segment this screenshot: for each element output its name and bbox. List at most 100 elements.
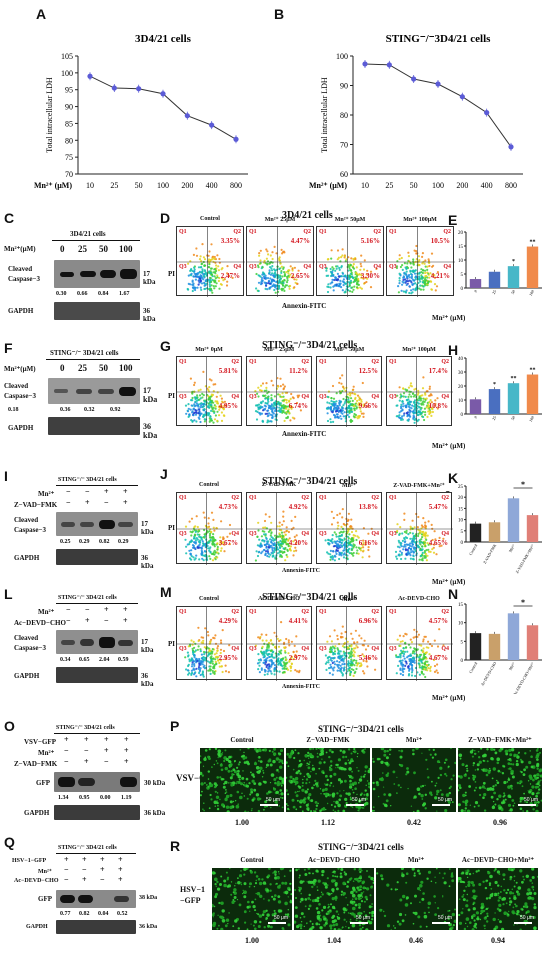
gfp-cell [507, 762, 511, 765]
event-dot [424, 271, 427, 275]
event-dot [362, 539, 365, 542]
event-dot [347, 530, 350, 533]
gfp-cell [225, 789, 227, 791]
event-dot [338, 661, 341, 664]
event-dot [295, 655, 298, 658]
gfp-cell [486, 760, 489, 763]
event-dot [414, 278, 417, 281]
q4-percent: 4.95% [218, 402, 238, 410]
event-dot [346, 640, 349, 643]
event-dot [328, 672, 331, 675]
event-dot [350, 397, 353, 400]
gfp-cell [348, 774, 350, 777]
event-dot [325, 274, 328, 277]
event-dot [213, 653, 216, 656]
event-dot [292, 658, 295, 661]
event-dot [427, 548, 430, 551]
event-dot [218, 661, 221, 665]
event-dot [219, 536, 222, 539]
event-dot [267, 641, 271, 644]
gfp-cell [364, 789, 367, 792]
event-dot [258, 671, 261, 674]
event-dot [349, 269, 352, 272]
gfp-cell [207, 778, 210, 780]
gfp-cell [258, 782, 262, 786]
event-dot [399, 672, 402, 675]
event-dot [426, 542, 429, 545]
event-dot [271, 411, 274, 414]
event-dot [193, 270, 196, 273]
gfp-cell [200, 794, 202, 797]
event-dot [266, 277, 270, 280]
event-dot [276, 658, 279, 661]
event-dot [399, 667, 402, 670]
gfp-cell [338, 798, 341, 802]
event-dot [429, 272, 432, 275]
treatment-sign: − [104, 498, 109, 507]
gfp-cell [484, 787, 486, 790]
mn-dose-label: Mn²⁺ (μM) [432, 314, 466, 322]
event-dot [205, 558, 208, 561]
gfp-cell [465, 773, 467, 775]
event-dot [208, 386, 211, 389]
treatment-sign: + [100, 855, 105, 864]
event-dot [336, 279, 339, 282]
significance-star: ** [530, 368, 536, 374]
panel-label-m: M [160, 584, 172, 600]
gfp-cell [364, 797, 368, 801]
event-dot [212, 257, 215, 260]
event-dot [214, 658, 217, 661]
gfp-cell [262, 780, 265, 783]
gfp-cell [507, 768, 510, 770]
gfp-cell [304, 790, 308, 794]
event-dot [216, 556, 219, 559]
event-dot [192, 640, 195, 643]
event-dot [331, 538, 334, 541]
quadrant-label-q3: Q3 [179, 394, 187, 400]
event-dot [424, 265, 427, 268]
gfp-cell [519, 807, 523, 811]
event-dot [270, 403, 273, 406]
event-dot [257, 529, 260, 532]
quadrant-label-q2: Q2 [231, 609, 239, 615]
gfp-cell [362, 748, 365, 751]
event-dot [269, 639, 272, 642]
event-dot [408, 260, 411, 263]
gfp-cell [306, 764, 308, 767]
event-dot [413, 546, 417, 549]
gfp-cell [308, 753, 313, 757]
event-dot [187, 274, 190, 277]
gfp-cell [268, 749, 271, 752]
western-blot-c: 3D4/21 cells Mn²⁺(μM) 0 25 50 100 Cleave… [0, 226, 160, 336]
event-dot [362, 412, 365, 415]
event-dot [266, 548, 269, 551]
gfp-cell [236, 780, 238, 783]
event-dot [344, 630, 347, 634]
gfp-cell [243, 795, 245, 797]
event-dot [417, 264, 421, 267]
event-dot [436, 397, 439, 400]
treatment-sign: − [66, 498, 71, 507]
event-dot [407, 386, 411, 389]
quadrant-label-q4: Q4 [231, 646, 239, 652]
event-dot [398, 399, 401, 402]
event-dot [333, 402, 336, 406]
event-dot [417, 534, 420, 538]
event-dot [351, 392, 354, 395]
gfp-cell [474, 750, 476, 752]
event-dot [265, 536, 268, 539]
gfp-cell [244, 810, 247, 812]
event-dot [257, 653, 260, 656]
gfp-cell [301, 781, 304, 784]
event-dot [406, 548, 409, 551]
event-dot [260, 412, 264, 415]
event-dot [339, 635, 343, 638]
event-dot [404, 548, 407, 551]
event-dot [265, 665, 268, 669]
event-dot [195, 667, 198, 670]
gfp-cell [450, 748, 452, 749]
gfp-cell [444, 809, 448, 812]
gfp-cell [528, 760, 532, 765]
dose-100: 100 [119, 363, 133, 373]
event-dot [415, 252, 418, 255]
